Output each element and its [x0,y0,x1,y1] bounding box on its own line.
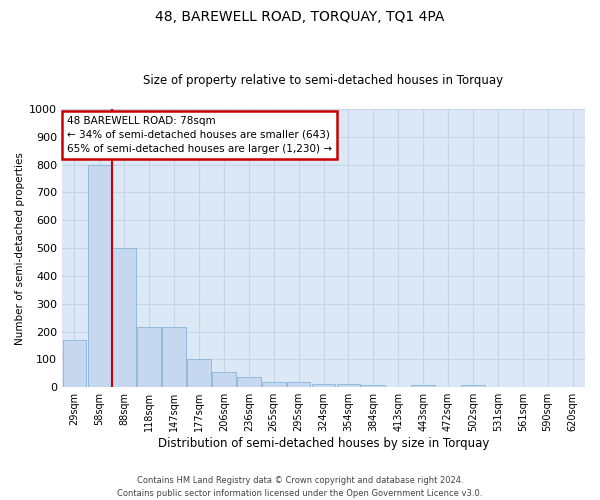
Bar [137,328,161,387]
Bar [287,382,310,387]
X-axis label: Distribution of semi-detached houses by size in Torquay: Distribution of semi-detached houses by … [158,437,489,450]
Bar [212,372,236,387]
Y-axis label: Number of semi-detached properties: Number of semi-detached properties [15,152,25,344]
Bar [337,384,360,387]
Bar [62,340,86,387]
Text: 48 BAREWELL ROAD: 78sqm
← 34% of semi-detached houses are smaller (643)
65% of s: 48 BAREWELL ROAD: 78sqm ← 34% of semi-de… [67,116,332,154]
Bar [88,164,111,387]
Bar [112,248,136,387]
Bar [411,385,435,387]
Bar [262,382,286,387]
Text: 48, BAREWELL ROAD, TORQUAY, TQ1 4PA: 48, BAREWELL ROAD, TORQUAY, TQ1 4PA [155,10,445,24]
Bar [361,385,385,387]
Bar [237,376,260,387]
Bar [187,360,211,387]
Bar [162,328,186,387]
Text: Contains HM Land Registry data © Crown copyright and database right 2024.
Contai: Contains HM Land Registry data © Crown c… [118,476,482,498]
Bar [311,384,335,387]
Bar [461,385,485,387]
Title: Size of property relative to semi-detached houses in Torquay: Size of property relative to semi-detach… [143,74,503,87]
